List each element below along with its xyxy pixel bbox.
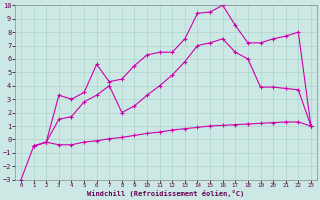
X-axis label: Windchill (Refroidissement éolien,°C): Windchill (Refroidissement éolien,°C)	[87, 190, 244, 197]
